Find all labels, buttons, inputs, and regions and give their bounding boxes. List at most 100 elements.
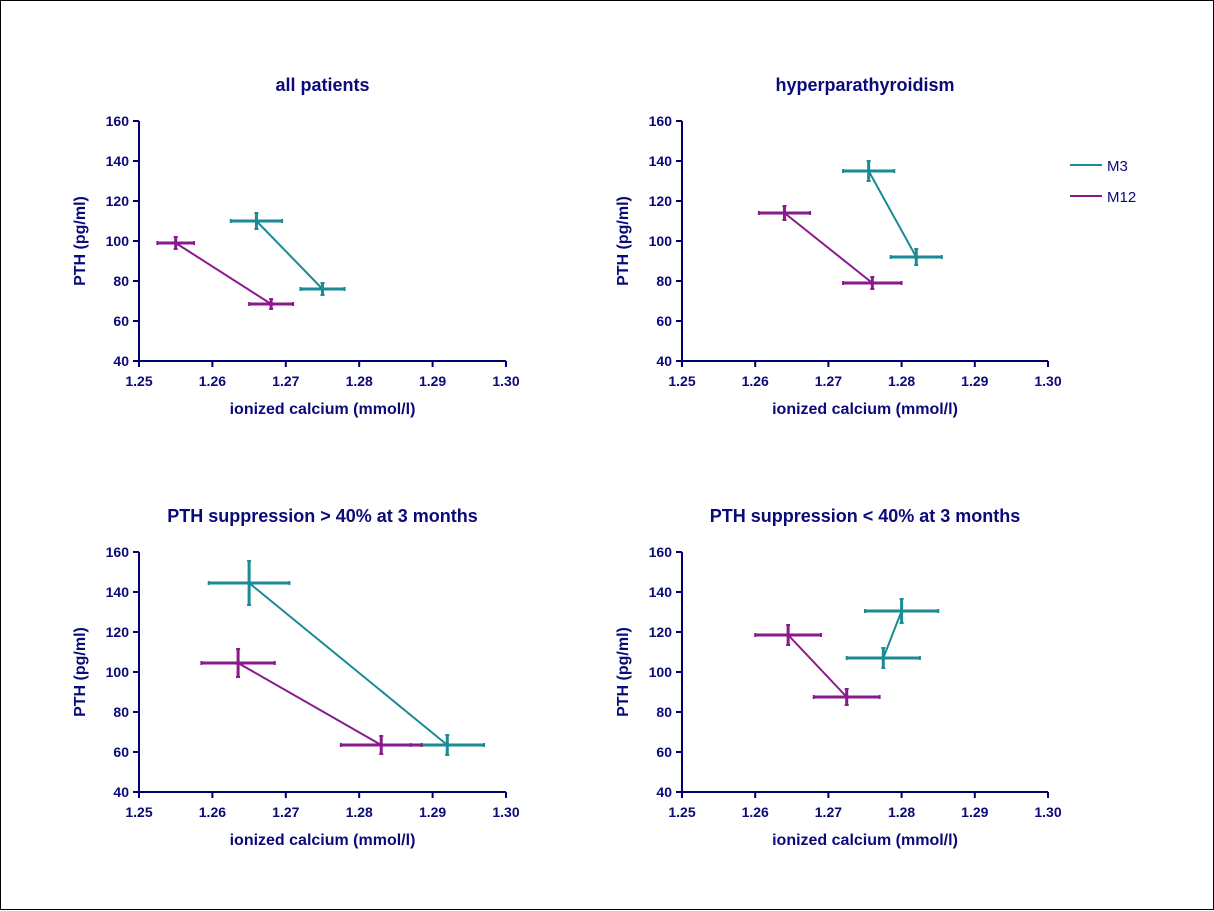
y-tick-label: 140 (649, 153, 673, 169)
series-m12 (156, 236, 295, 310)
x-tick-label: 1.28 (346, 804, 373, 820)
x-tick-label: 1.30 (492, 804, 519, 820)
series-m12 (200, 648, 423, 755)
y-tick-label: 100 (649, 233, 673, 249)
x-tick-label: 1.25 (125, 804, 152, 820)
x-tick-label: 1.25 (125, 373, 152, 389)
series-line (783, 212, 873, 284)
y-tick-label: 40 (113, 353, 129, 369)
series-line (882, 610, 903, 659)
x-tick-label: 1.28 (888, 373, 915, 389)
data-point (757, 205, 812, 221)
data-point (248, 298, 295, 310)
y-tick-label: 120 (649, 624, 673, 640)
x-tick-label: 1.25 (668, 804, 695, 820)
x-tick-label: 1.26 (199, 373, 226, 389)
series-line (237, 662, 382, 746)
x-tick-label: 1.29 (961, 804, 988, 820)
y-tick-label: 160 (106, 544, 130, 560)
y-tick-label: 80 (656, 704, 672, 720)
x-axis-label: ionized calcium (mmol/l) (772, 401, 958, 418)
x-tick-label: 1.30 (492, 373, 519, 389)
y-tick-label: 60 (113, 744, 129, 760)
data-point (889, 248, 943, 266)
x-tick-label: 1.30 (1034, 373, 1061, 389)
chart-title: all patients (275, 75, 369, 95)
y-tick-label: 60 (656, 744, 672, 760)
x-tick-label: 1.28 (346, 373, 373, 389)
data-point (207, 560, 291, 606)
x-tick-label: 1.27 (272, 804, 299, 820)
x-tick-label: 1.28 (888, 804, 915, 820)
data-point (812, 688, 881, 706)
y-tick-label: 100 (649, 664, 673, 680)
x-tick-label: 1.27 (272, 373, 299, 389)
y-tick-label: 160 (649, 544, 673, 560)
y-tick-label: 120 (649, 193, 673, 209)
chart-panel-2: hyperparathyroidism 40 60 80 100 120 140 160 1.2… (615, 75, 1062, 418)
series-line (175, 242, 272, 305)
y-axis-label: PTH (pg/ml) (72, 196, 89, 286)
data-point (229, 212, 284, 230)
y-tick-label: 160 (106, 113, 130, 129)
x-tick-label: 1.29 (961, 373, 988, 389)
chart-panel-1: all patients 40 60 80 100 120 140 160 1.25 1.26 1.… (72, 75, 520, 418)
y-tick-label: 80 (656, 273, 672, 289)
y-tick-label: 100 (106, 664, 130, 680)
y-tick-label: 40 (656, 784, 672, 800)
data-point (339, 735, 423, 755)
y-tick-label: 140 (649, 584, 673, 600)
x-tick-label: 1.26 (742, 373, 769, 389)
series-m12 (757, 205, 903, 290)
data-point (200, 648, 276, 678)
series-m3 (207, 560, 485, 756)
series-m3 (229, 212, 346, 296)
legend-label-m3: M3 (1107, 158, 1128, 175)
data-point (156, 236, 196, 250)
series-line (867, 170, 918, 258)
x-tick-label: 1.29 (419, 804, 446, 820)
y-tick-label: 140 (106, 153, 130, 169)
y-tick-label: 60 (113, 313, 129, 329)
chart-panels: all patients 40 60 80 100 120 140 160 1.25 1.26 1.… (72, 75, 1062, 849)
y-tick-label: 80 (113, 704, 129, 720)
series-line (248, 582, 448, 746)
chart-title: hyperparathyroidism (775, 75, 954, 95)
y-tick-label: 120 (106, 624, 130, 640)
data-point (754, 624, 823, 646)
legend: M3 M12 (1070, 158, 1136, 206)
y-tick-label: 140 (106, 584, 130, 600)
chart-title: PTH suppression < 40% at 3 months (710, 506, 1021, 526)
series-m12 (754, 624, 881, 706)
y-tick-label: 120 (106, 193, 130, 209)
y-tick-label: 60 (656, 313, 672, 329)
x-tick-label: 1.27 (815, 373, 842, 389)
y-tick-label: 80 (113, 273, 129, 289)
series-line (787, 634, 848, 698)
data-point (845, 647, 921, 669)
series-line (255, 220, 324, 290)
data-point (299, 282, 346, 296)
x-tick-label: 1.26 (742, 804, 769, 820)
x-tick-label: 1.27 (815, 804, 842, 820)
y-axis-label: PTH (pg/ml) (615, 196, 632, 286)
y-axis-label: PTH (pg/ml) (72, 627, 89, 717)
data-point (864, 598, 940, 624)
x-axis-label: ionized calcium (mmol/l) (230, 401, 416, 418)
y-axis-label: PTH (pg/ml) (615, 627, 632, 717)
y-tick-label: 40 (656, 353, 672, 369)
y-tick-label: 100 (106, 233, 130, 249)
data-point (842, 276, 903, 290)
x-axis-label: ionized calcium (mmol/l) (230, 832, 416, 849)
legend-label-m12: M12 (1107, 189, 1136, 206)
x-tick-label: 1.30 (1034, 804, 1061, 820)
y-tick-label: 40 (113, 784, 129, 800)
x-tick-label: 1.29 (419, 373, 446, 389)
chart-title: PTH suppression > 40% at 3 months (167, 506, 478, 526)
x-tick-label: 1.25 (668, 373, 695, 389)
chart-panel-3: PTH suppression > 40% at 3 months 40 60 80 1… (72, 506, 520, 849)
data-point (842, 160, 896, 182)
y-tick-label: 160 (649, 113, 673, 129)
